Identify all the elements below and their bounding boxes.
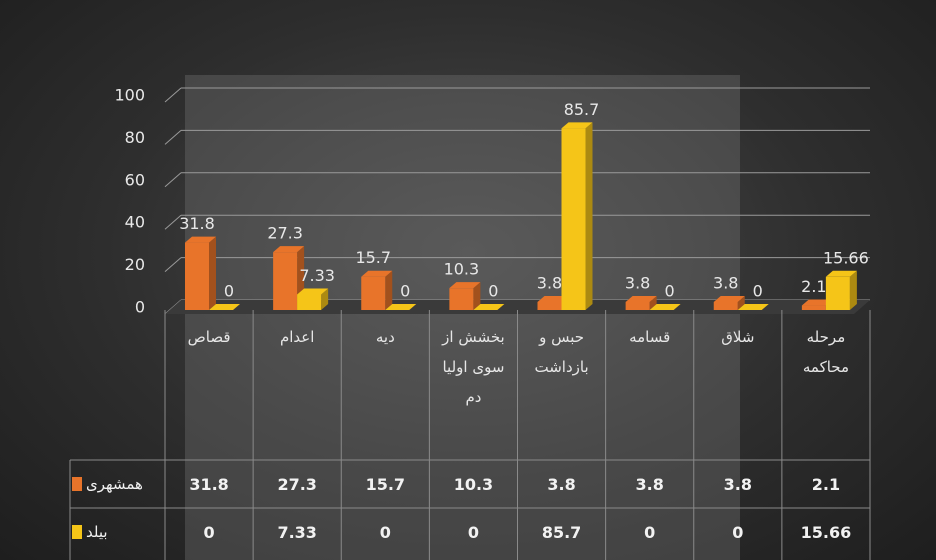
- table-cell: 3.8: [694, 460, 782, 508]
- bar: [273, 252, 297, 310]
- table-cell: 0: [341, 508, 429, 556]
- legend-swatch: [72, 525, 82, 539]
- y-tick-label: 0: [135, 298, 145, 317]
- grid-line: [165, 88, 181, 102]
- x-tick-label: شلاق: [698, 310, 778, 460]
- legend-entry: همشهری: [72, 460, 165, 508]
- bar: [449, 288, 473, 310]
- data-label: 15.66: [823, 248, 869, 267]
- x-tick-label: قصاص: [169, 310, 249, 460]
- legend-entry: بیلد: [72, 508, 165, 556]
- data-label: 0: [753, 282, 763, 301]
- y-tick-label: 80: [125, 128, 145, 147]
- data-label: 85.7: [564, 100, 600, 119]
- table-cell: 0: [429, 508, 517, 556]
- data-label: 7.33: [299, 266, 335, 285]
- bar: [714, 302, 738, 310]
- bar-side: [209, 237, 216, 310]
- data-label: 3.8: [537, 273, 562, 292]
- data-label: 0: [400, 282, 410, 301]
- legend-swatch: [72, 477, 82, 491]
- y-tick-label: 40: [125, 213, 145, 232]
- table-cell: 0: [694, 508, 782, 556]
- bar: [562, 128, 586, 310]
- table-cell: 3.8: [518, 460, 606, 508]
- bar: [538, 302, 562, 310]
- data-label: 0: [224, 282, 234, 301]
- data-label: 2.1: [801, 277, 826, 296]
- grid-line: [165, 258, 181, 272]
- bar-side: [850, 271, 857, 310]
- x-tick-label: مرحله محاکمه: [786, 310, 866, 460]
- grid-line: [165, 130, 181, 144]
- data-label: 3.8: [713, 273, 738, 292]
- legend-label: بیلد: [86, 523, 108, 541]
- bar: [826, 277, 850, 310]
- data-label: 0: [488, 282, 498, 301]
- table-cell: 15.66: [782, 508, 870, 556]
- x-tick-label: بخشش از سوی اولیا دم: [433, 310, 513, 460]
- data-label: 3.8: [625, 273, 650, 292]
- table-cell: 85.7: [518, 508, 606, 556]
- bar: [185, 243, 209, 310]
- grid-line: [165, 173, 181, 187]
- data-label: 15.7: [355, 248, 391, 267]
- bar: [297, 294, 321, 310]
- x-tick-label: قسامه: [610, 310, 690, 460]
- table-cell: 27.3: [253, 460, 341, 508]
- table-cell: 15.7: [341, 460, 429, 508]
- data-label: 10.3: [444, 260, 480, 279]
- table-cell: 3.8: [606, 460, 694, 508]
- table-cell: 0: [606, 508, 694, 556]
- data-label: 0: [665, 282, 675, 301]
- y-tick-label: 100: [114, 86, 145, 105]
- bar: [361, 277, 385, 310]
- bar-side: [385, 271, 392, 310]
- x-tick-label: حبس و بازداشت: [522, 310, 602, 460]
- chart-page: 02040608010031.827.315.710.33.83.83.82.1…: [0, 0, 936, 560]
- table-cell: 0: [165, 508, 253, 556]
- x-tick-label: دیه: [345, 310, 425, 460]
- data-label: 27.3: [267, 224, 303, 243]
- y-tick-label: 60: [125, 170, 145, 189]
- table-cell: 31.8: [165, 460, 253, 508]
- x-tick-label: اعدام: [257, 310, 337, 460]
- bar: [626, 302, 650, 310]
- table-cell: 2.1: [782, 460, 870, 508]
- y-tick-label: 20: [125, 255, 145, 274]
- legend-label: همشهری: [86, 475, 143, 493]
- bar-side: [586, 122, 593, 310]
- data-label: 31.8: [179, 214, 215, 233]
- table-cell: 7.33: [253, 508, 341, 556]
- table-cell: 10.3: [429, 460, 517, 508]
